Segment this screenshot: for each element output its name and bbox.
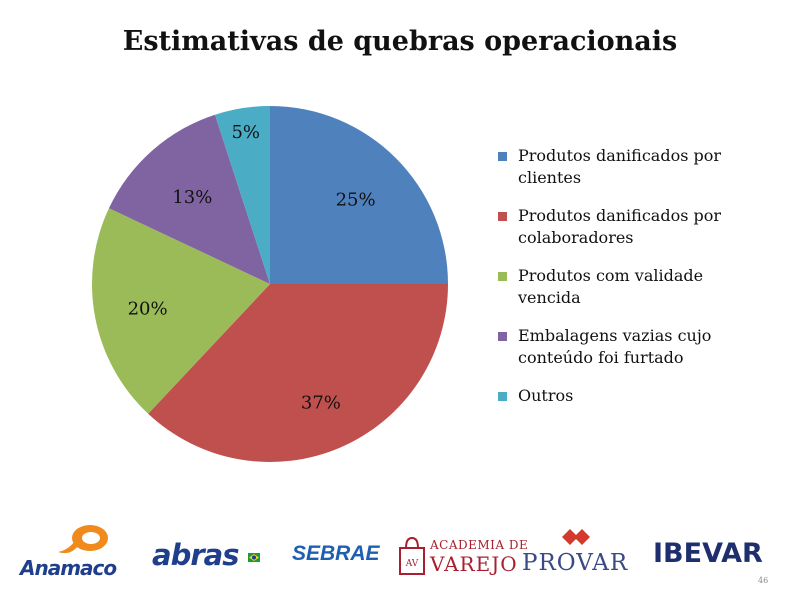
legend-item-colaboradores: Produtos danificados por colaboradores — [498, 205, 788, 249]
legend-label-line2: clientes — [518, 168, 582, 187]
pie-slice — [108, 114, 270, 284]
pie-data-label: 20% — [128, 298, 168, 319]
pie-data-label: 5% — [231, 122, 260, 143]
pie-slice — [92, 208, 270, 414]
chart-legend: Produtos danificados por clientes Produt… — [498, 145, 788, 407]
legend-item-embalagens: Embalagens vazias cujo conteúdo foi furt… — [498, 325, 788, 369]
legend-swatch — [498, 332, 507, 341]
abras-text: abras — [152, 538, 239, 572]
shopping-bag-icon: AV — [399, 536, 425, 575]
legend-swatch — [498, 152, 507, 161]
academia-mark-text: AV — [405, 559, 419, 569]
legend-item-validade: Produtos com validade vencida — [498, 265, 788, 309]
academia-bottom-text: VAREJO — [430, 552, 518, 576]
sebrae-logo: SEBRAE — [292, 542, 380, 566]
sponsor-logos: Anamaco abras SEBRAE AV ACADEMIA DE VARE… — [0, 520, 800, 590]
anamaco-text: Anamaco — [20, 556, 117, 580]
legend-item-outros: Outros — [498, 385, 788, 407]
pie-data-label: 13% — [172, 187, 212, 208]
legend-label-line1: Outros — [518, 386, 574, 405]
pie-data-label: 25% — [336, 189, 376, 210]
legend-label-line1: Produtos danificados por — [518, 206, 722, 225]
legend-label-line2: conteúdo foi furtado — [518, 348, 684, 367]
ibevar-logo: IBEVAR — [653, 538, 763, 569]
pie-slice — [270, 106, 448, 284]
legend-label-line2: vencida — [518, 288, 581, 307]
pie-data-label: 37% — [301, 393, 341, 414]
abras-logo: abras — [152, 538, 260, 572]
legend-label-line1: Produtos danificados por — [518, 146, 722, 165]
legend-swatch — [498, 392, 507, 401]
brazil-flag-icon — [247, 552, 260, 562]
legend-swatch — [498, 272, 507, 281]
academia-top-text: ACADEMIA DE — [430, 538, 529, 552]
provar-text: PROVAR — [522, 550, 629, 576]
sebrae-text: SEBRAE — [292, 542, 380, 565]
ibevar-text: IBEVAR — [653, 538, 763, 569]
pie-slice — [214, 106, 270, 284]
legend-label-line1: Embalagens vazias cujo — [518, 326, 712, 345]
pie-slice — [148, 284, 449, 463]
legend-label-line1: Produtos com validade — [518, 266, 704, 285]
legend-swatch — [498, 212, 507, 221]
anamaco-mark-icon — [58, 525, 108, 554]
page-number: 46 — [758, 576, 769, 585]
legend-item-clientes: Produtos danificados por clientes — [498, 145, 788, 189]
chart-title: Estimativas de quebras operacionais — [122, 26, 678, 57]
legend-label-line2: colaboradores — [518, 228, 634, 247]
pie-chart: 25% 37% 20% 13% 5% — [92, 106, 449, 463]
provar-mark-icon — [562, 529, 590, 545]
